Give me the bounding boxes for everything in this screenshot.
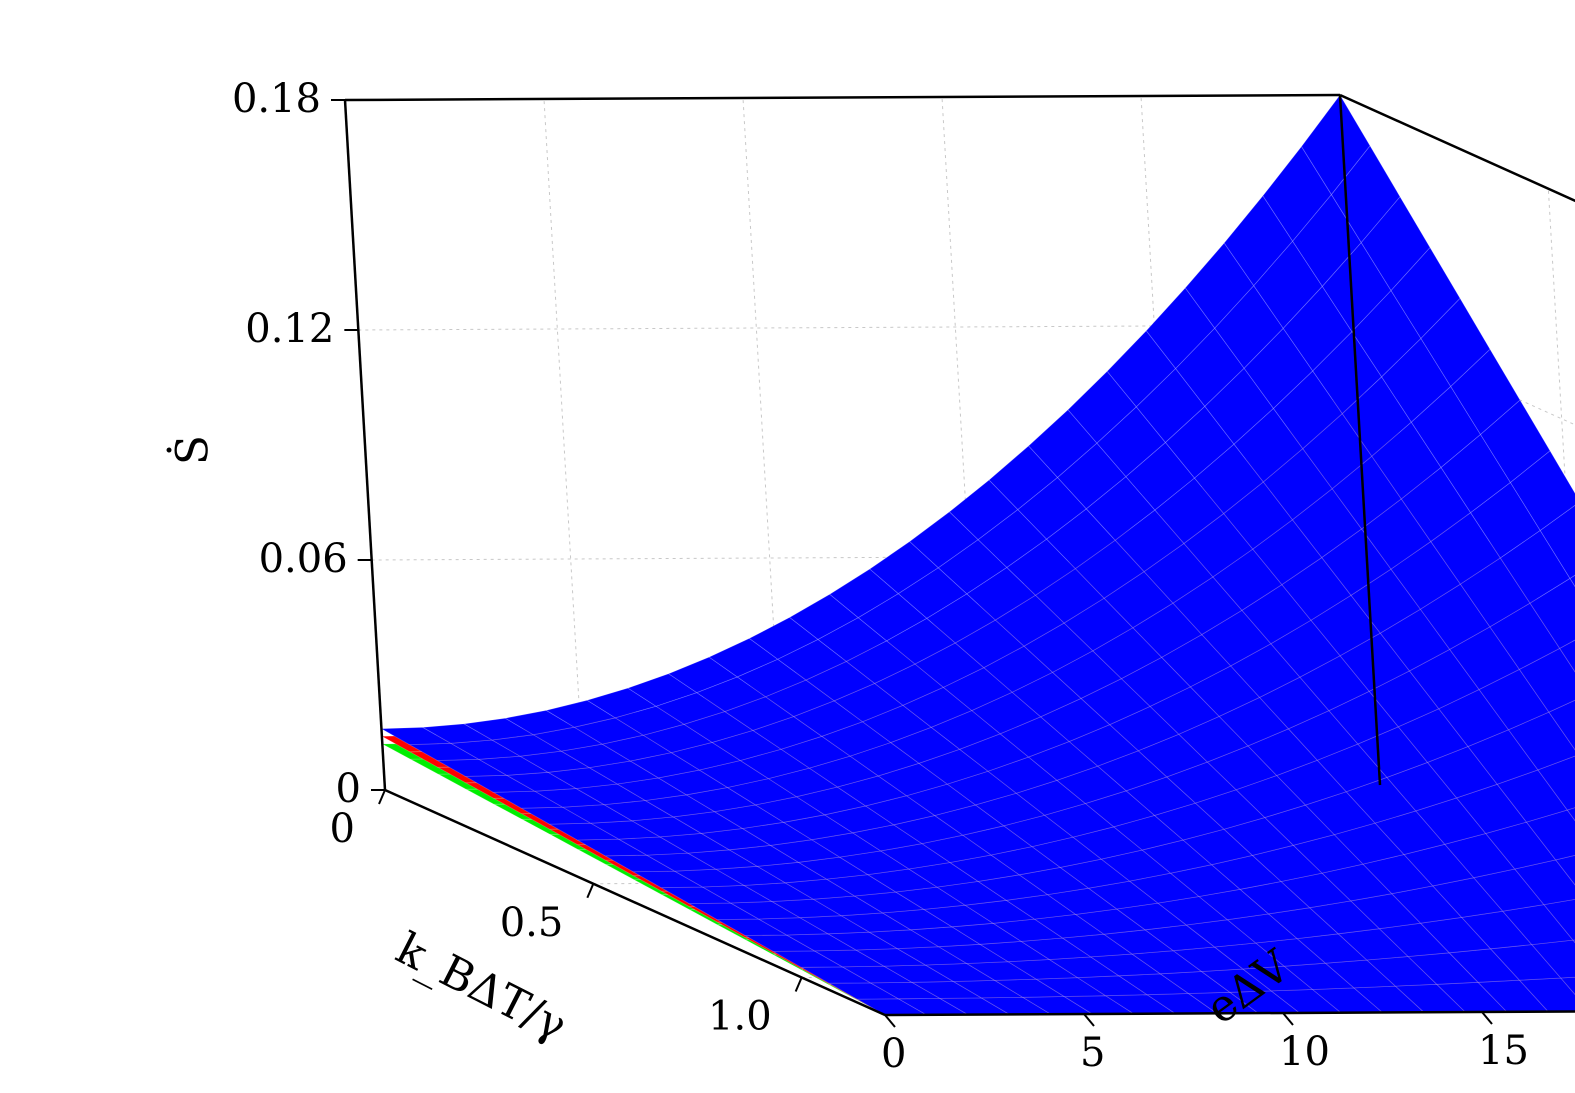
- surface-series-2: [379, 94, 1575, 1016]
- y-tick-label: 10: [1279, 1029, 1330, 1075]
- z-tick-label: 0.06: [259, 536, 348, 582]
- axes: [331, 93, 1575, 1028]
- surface-cell: [1509, 450, 1575, 531]
- surface-cell: [1479, 399, 1551, 483]
- x-tick-mark: [794, 977, 803, 992]
- x-tick-label: 0: [330, 806, 355, 852]
- axis-edge-3: [1339, 93, 1575, 203]
- axis-edge-2: [1338, 94, 1382, 786]
- z-tick-label: 0: [336, 766, 361, 812]
- surface-cell: [1559, 639, 1575, 673]
- y-tick-mark: [884, 1014, 896, 1028]
- svg-text:Ṡ: Ṡ: [166, 435, 219, 465]
- y-tick-mark: [1282, 1012, 1294, 1026]
- surface-cell: [1530, 939, 1575, 979]
- x-tick-label: 0.5: [500, 900, 564, 946]
- axis-edge-0: [343, 99, 387, 791]
- surface-cell: [1555, 854, 1575, 886]
- grid-line-y-back: [543, 98, 585, 790]
- axis-edge-6: [884, 1010, 1575, 1017]
- surface-cell: [1543, 898, 1575, 941]
- surface-cell: [1569, 574, 1575, 588]
- y-tick-label: 0: [881, 1031, 906, 1077]
- grid-line-y-back: [742, 97, 784, 789]
- surface-cell: [1450, 348, 1521, 436]
- y-tick-mark: [1481, 1011, 1493, 1025]
- surface-cell: [1525, 809, 1575, 861]
- grid-line-y-back: [941, 96, 983, 788]
- z-tick-label: 0.12: [245, 306, 334, 352]
- y-tick-mark: [1083, 1013, 1095, 1027]
- surface-cell: [1507, 711, 1575, 771]
- z-axis-label: Ṡ: [166, 435, 219, 465]
- surface-cell: [1559, 976, 1575, 996]
- surfaces: [379, 94, 1575, 1016]
- grid-line-z-back: [358, 324, 1354, 331]
- surface-cell: [1566, 807, 1575, 822]
- grid-line-z-back: [371, 554, 1367, 561]
- x-tick-mark: [586, 883, 595, 899]
- x-tick-label: 1.0: [708, 994, 772, 1040]
- y-tick-label: 5: [1080, 1030, 1105, 1076]
- z-tick-label: 0.18: [232, 76, 321, 122]
- y-tick-label: 15: [1478, 1028, 1529, 1074]
- x-tick-mark: [378, 789, 386, 805]
- surface-cell: [1548, 699, 1575, 751]
- surface-cell: [1390, 246, 1461, 340]
- axis-edge-1: [344, 93, 1341, 102]
- surface-cell: [1301, 94, 1371, 196]
